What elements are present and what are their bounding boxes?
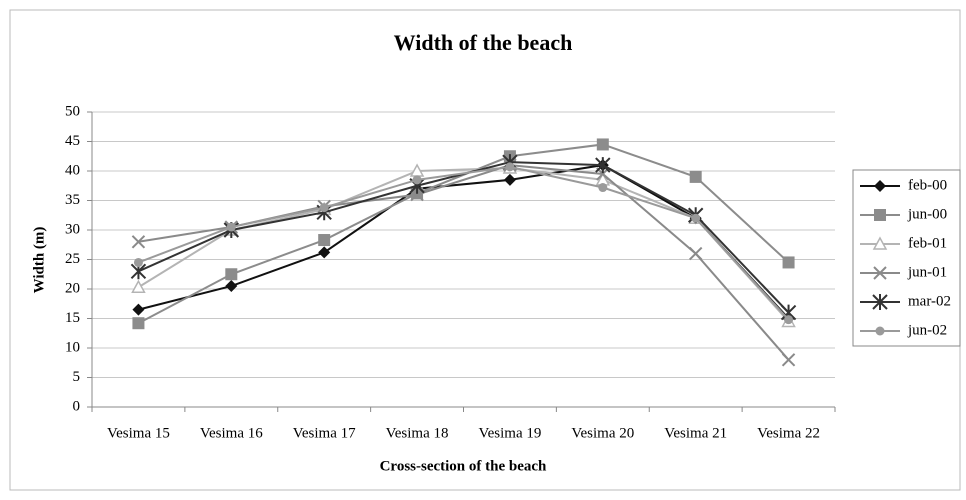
point [688,246,703,261]
point [782,256,795,269]
y-tick-label: 10 [65,339,80,355]
y-tick-label: 50 [65,103,80,119]
legend-label: feb-01 [908,235,947,251]
series-line [138,164,790,320]
legend-box [852,169,961,347]
point [318,246,331,259]
y-tick-label: 45 [65,133,80,149]
legend-marker [874,180,886,192]
point [689,170,702,183]
x-tick-label: Vesima 18 [386,425,449,441]
y-tick-label: 20 [65,280,80,296]
x-tick-label: Vesima 15 [107,425,170,441]
x-tick-label: Vesima 20 [571,425,634,441]
point [691,213,701,223]
point [131,235,146,249]
legend-label: feb-00 [908,177,947,193]
legend-marker [873,266,887,280]
y-tick-label: 40 [65,162,80,178]
point [132,303,145,316]
x-tick-label: Vesima 19 [478,425,541,441]
legend-marker [872,294,888,310]
x-tick-label: Vesima 22 [757,425,820,441]
point [319,203,329,213]
legend-marker [874,209,886,221]
point [595,157,611,174]
point [225,268,238,281]
y-tick-label: 35 [65,192,80,208]
chart-border [9,9,961,491]
x-tick-label: Vesima 16 [200,425,263,441]
point [318,234,331,247]
point [133,257,143,267]
legend-label: mar-02 [908,293,951,309]
legend-marker [872,236,888,250]
x-tick-label: Vesima 17 [293,425,356,441]
series-line [138,165,790,321]
point [132,317,145,330]
point [781,353,796,367]
y-tick-label: 15 [65,310,80,326]
y-tick-label: 30 [65,221,80,237]
point [596,138,609,151]
point [412,175,422,185]
legend-label: jun-02 [907,322,947,338]
y-tick-label: 5 [73,369,81,385]
point [784,315,794,325]
x-axis-label: Cross-section of the beach [380,458,547,474]
point [131,279,146,293]
y-tick-label: 25 [65,251,80,267]
point [226,222,236,232]
point [505,162,515,172]
point [598,183,608,193]
point [225,280,238,293]
chart-title: Width of the beach [394,30,573,55]
y-axis-label: Width (m) [31,227,47,294]
legend-marker [875,326,885,336]
y-tick-label: 0 [73,398,81,414]
point [503,173,516,186]
legend-label: jun-01 [907,264,947,280]
x-tick-label: Vesima 21 [664,425,727,441]
legend-label: jun-00 [907,206,947,222]
